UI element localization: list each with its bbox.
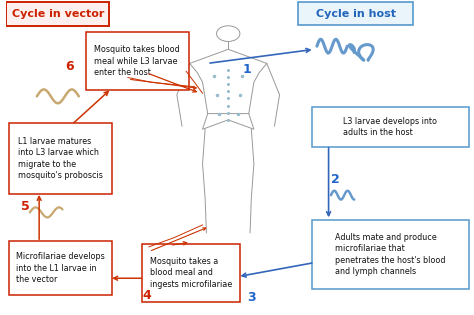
Text: 2: 2 <box>331 173 340 186</box>
Text: 1: 1 <box>243 63 251 76</box>
FancyBboxPatch shape <box>142 244 240 302</box>
Text: 6: 6 <box>65 60 74 73</box>
Text: Mosquito takes a
blood meal and
ingests microfilariae: Mosquito takes a blood meal and ingests … <box>150 257 232 289</box>
FancyBboxPatch shape <box>9 123 111 193</box>
Text: Microfilariae develops
into the L1 larvae in
the vector: Microfilariae develops into the L1 larva… <box>16 252 105 284</box>
Text: Cycle in vector: Cycle in vector <box>12 9 104 19</box>
FancyBboxPatch shape <box>312 107 469 146</box>
FancyBboxPatch shape <box>7 2 109 26</box>
FancyBboxPatch shape <box>9 241 111 295</box>
Text: L3 larvae develops into
adults in the host: L3 larvae develops into adults in the ho… <box>344 117 438 137</box>
Text: Adults mate and produce
microfilariae that
penetrates the host's blood
and lymph: Adults mate and produce microfilariae th… <box>335 233 446 276</box>
FancyBboxPatch shape <box>86 32 189 90</box>
FancyBboxPatch shape <box>298 2 413 25</box>
Text: L1 larvae matures
into L3 larvae which
migrate to the
mosquito's proboscis: L1 larvae matures into L3 larvae which m… <box>18 137 102 180</box>
Text: 3: 3 <box>247 290 256 304</box>
FancyBboxPatch shape <box>312 220 469 289</box>
Text: 5: 5 <box>21 200 29 213</box>
Text: Cycle in host: Cycle in host <box>316 9 396 19</box>
Text: 4: 4 <box>142 289 151 302</box>
Text: Mosquito takes blood
meal while L3 larvae
enter the host: Mosquito takes blood meal while L3 larva… <box>94 45 180 77</box>
